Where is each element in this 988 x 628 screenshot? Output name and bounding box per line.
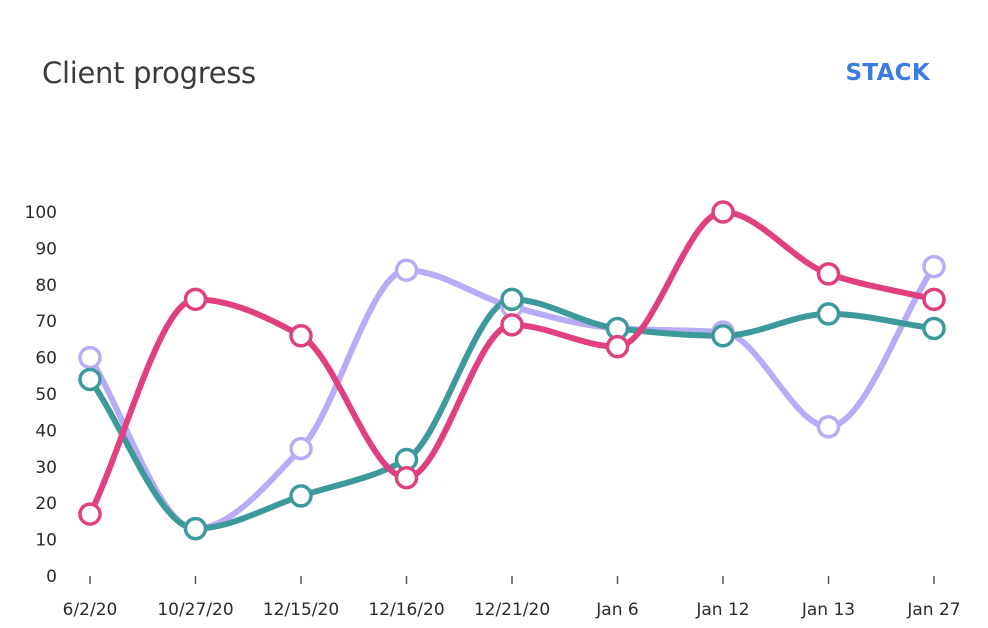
data-point-series-2[interactable]	[78, 367, 102, 392]
data-point-series-2[interactable]	[816, 302, 841, 326]
y-tick-label: 10	[35, 531, 57, 551]
y-tick-label: 20	[35, 494, 57, 514]
x-axis: 6/2/20 10/27/20 12/15/20 12/16/20 12/21/20 Ja…	[63, 576, 961, 620]
y-tick-label: 30	[35, 458, 57, 478]
x-tick-label: 10/27/20	[157, 600, 233, 620]
y-axis: 0 10 20 30 40 50 60 70 80 90 100	[25, 203, 57, 587]
data-point-series-2[interactable]	[500, 287, 524, 312]
y-tick-label: 60	[35, 349, 57, 369]
series-layer	[78, 200, 946, 541]
y-tick-label: 90	[35, 239, 57, 259]
x-tick-label: Jan 6	[595, 600, 638, 620]
x-tick-label: Jan 12	[695, 600, 749, 620]
chart-title: Client progress	[42, 56, 256, 90]
stack-toggle-button[interactable]: STACK	[845, 60, 930, 86]
data-point-series-3[interactable]	[711, 200, 735, 224]
y-tick-label: 80	[35, 276, 57, 296]
data-point-series-2[interactable]	[711, 324, 735, 348]
data-point-series-3[interactable]	[500, 313, 524, 337]
x-tick-label: 6/2/20	[63, 600, 118, 620]
data-point-series-3[interactable]	[816, 262, 841, 286]
y-tick-label: 70	[35, 312, 57, 332]
data-point-series-3[interactable]	[78, 502, 102, 526]
data-point-series-2[interactable]	[289, 484, 313, 508]
y-tick-label: 50	[35, 385, 57, 405]
data-point-series-2[interactable]	[183, 516, 208, 541]
x-tick-label: 12/21/20	[474, 600, 550, 620]
data-point-series-1[interactable]	[922, 254, 946, 279]
x-tick-label: 12/15/20	[263, 600, 339, 620]
data-point-series-1[interactable]	[289, 436, 313, 461]
x-tick-label: 12/16/20	[368, 600, 444, 620]
data-point-series-3[interactable]	[605, 334, 630, 359]
data-point-series-3[interactable]	[922, 287, 946, 312]
data-point-series-1[interactable]	[394, 258, 419, 282]
y-tick-label: 0	[46, 567, 57, 587]
data-point-series-3[interactable]	[394, 465, 419, 490]
data-point-series-1[interactable]	[78, 345, 102, 370]
y-tick-label: 100	[25, 203, 57, 223]
x-tick-label: Jan 27	[906, 600, 960, 620]
y-tick-label: 40	[35, 421, 57, 441]
series-line-3	[87, 209, 937, 518]
data-point-series-1[interactable]	[816, 415, 841, 439]
data-point-series-2[interactable]	[922, 316, 946, 341]
x-tick-label: Jan 13	[801, 600, 855, 620]
data-point-series-3[interactable]	[183, 287, 208, 312]
data-point-series-3[interactable]	[289, 324, 313, 348]
